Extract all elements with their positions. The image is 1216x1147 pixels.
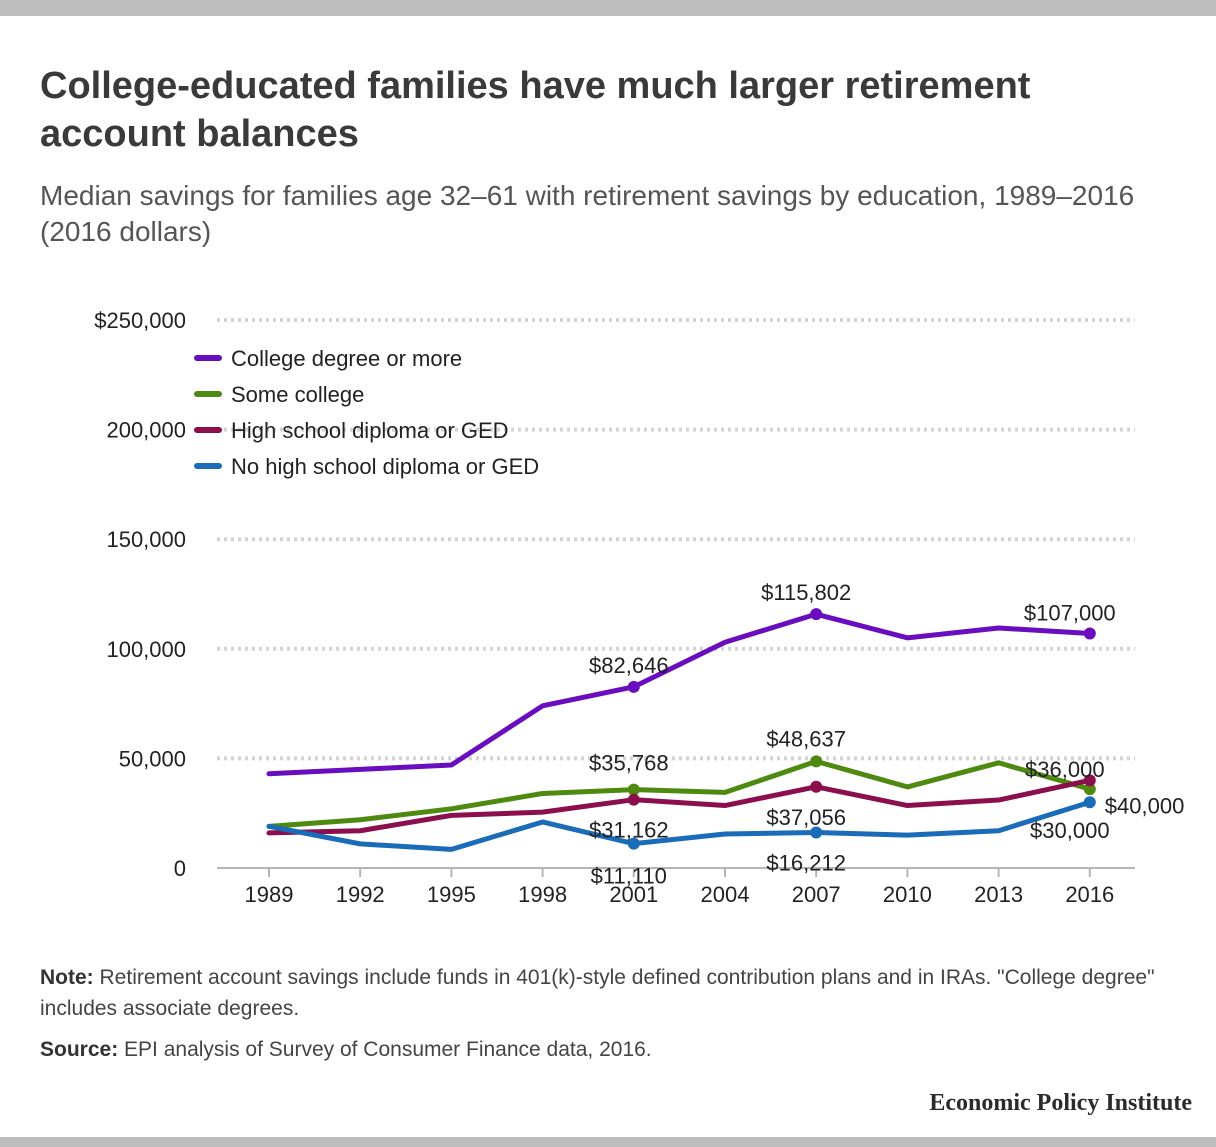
series-line — [266, 799, 1093, 852]
data-label: $115,802 — [761, 580, 851, 605]
x-tick-label: 2007 — [792, 882, 841, 907]
data-label: $40,000 — [1105, 793, 1185, 818]
y-tick-label: 200,000 — [106, 418, 186, 443]
data-point — [1083, 783, 1096, 796]
x-tick-label: 1992 — [336, 882, 385, 907]
data-labels: $82,646 $115,802 $107,000 $35,768 $48,637 $36… — [589, 580, 1184, 888]
line-chart: 0 50,000 100,000 150,000 200,000 $250,000 198… — [94, 308, 1184, 907]
x-tick-label: 2016 — [1065, 882, 1114, 907]
data-label: $35,768 — [589, 751, 669, 776]
bottom-border-bar — [0, 1137, 1216, 1147]
x-tick-label: 1998 — [518, 882, 567, 907]
y-tick-label: $250,000 — [94, 308, 186, 333]
x-tick-label: 1995 — [427, 882, 476, 907]
x-tick-label: 1989 — [245, 882, 294, 907]
footnotes: Note: Retirement account savings include… — [40, 962, 1180, 1075]
x-axis: 1989 1992 1995 1998 2001 2004 2007 2010 2013 2016 — [217, 867, 1135, 907]
y-tick-label: 50,000 — [119, 746, 186, 771]
legend-label: High school diploma or GED — [231, 418, 509, 443]
data-point — [627, 837, 640, 850]
data-label: $36,000 — [1025, 757, 1105, 782]
note-text: Retirement account savings include funds… — [40, 966, 1155, 1020]
note-label: Note: — [40, 966, 94, 989]
brand-logo-text: Economic Policy Institute — [929, 1090, 1192, 1116]
data-point — [1083, 796, 1096, 809]
data-point — [810, 826, 823, 839]
data-point — [627, 783, 640, 796]
series-line — [266, 777, 1093, 836]
legend-label: College degree or more — [231, 346, 462, 371]
gridlines — [217, 318, 1135, 761]
legend-label: Some college — [231, 382, 364, 407]
chart-title: College-educated families have much larg… — [40, 65, 1031, 155]
legend-label: No high school diploma or GED — [231, 454, 539, 479]
data-label: $30,000 — [1030, 818, 1110, 843]
data-label: $48,637 — [766, 726, 846, 751]
data-point — [1083, 774, 1096, 787]
data-label: $37,056 — [766, 805, 846, 830]
data-label: $16,212 — [766, 850, 846, 875]
data-point — [810, 608, 823, 621]
data-label: $107,000 — [1024, 600, 1116, 625]
y-tick-label: 150,000 — [106, 527, 186, 552]
source-label: Source: — [40, 1038, 119, 1061]
data-point — [810, 780, 823, 793]
x-tick-label: 2010 — [883, 882, 932, 907]
source: Source: EPI analysis of Survey of Consum… — [40, 1034, 1180, 1065]
series-line — [266, 758, 1093, 829]
data-label: $31,162 — [589, 818, 669, 843]
chart-subtitle: Median savings for families age 32–61 wi… — [40, 180, 1135, 247]
data-label: $11,110 — [591, 864, 667, 889]
x-tick-label: 2004 — [701, 882, 750, 907]
x-tick-label: 2001 — [609, 882, 658, 907]
series-line — [266, 611, 1093, 777]
y-tick-label: 0 — [174, 856, 186, 881]
data-point — [1083, 627, 1096, 640]
y-axis: 0 50,000 100,000 150,000 200,000 $250,000 — [94, 308, 186, 881]
legend: College degree or more Some college High s… — [194, 346, 539, 479]
data-point — [627, 680, 640, 693]
data-point — [810, 755, 823, 768]
data-point — [627, 793, 640, 806]
series-points — [627, 608, 1096, 850]
source-text: EPI analysis of Survey of Consumer Finan… — [124, 1038, 652, 1061]
y-tick-label: 100,000 — [106, 637, 186, 662]
x-tick-label: 2013 — [974, 882, 1023, 907]
series-lines — [266, 611, 1093, 852]
top-border-bar — [0, 0, 1216, 16]
note: Note: Retirement account savings include… — [40, 962, 1180, 1024]
data-label: $82,646 — [589, 653, 669, 678]
